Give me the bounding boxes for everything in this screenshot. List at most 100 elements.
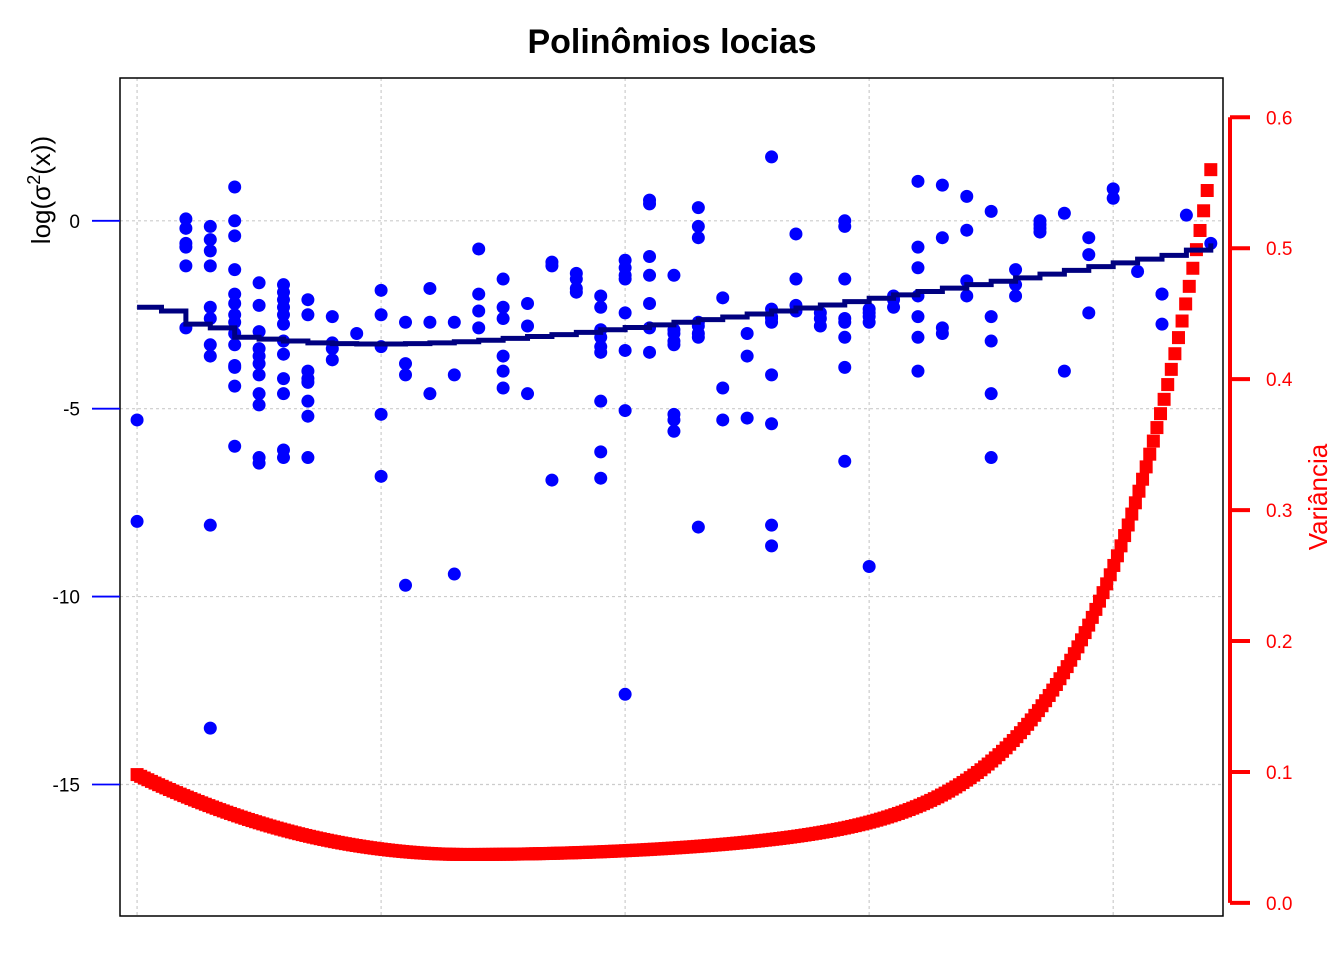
data-point (496, 349, 510, 363)
data-point (838, 315, 852, 329)
data-point (252, 276, 266, 290)
data-point (594, 445, 608, 459)
data-point (521, 296, 535, 310)
data-point (423, 281, 437, 295)
variance-marker (1121, 518, 1135, 532)
data-point (399, 357, 413, 371)
data-point (1009, 289, 1023, 303)
data-point (838, 360, 852, 374)
data-point (203, 518, 217, 532)
data-point (618, 272, 632, 286)
data-point (179, 240, 193, 254)
variance-marker (1125, 507, 1139, 521)
data-point (423, 315, 437, 329)
data-point (472, 242, 486, 256)
variance-marker (1182, 279, 1196, 293)
left-axis-label-sup: 2 (24, 175, 44, 185)
variance-marker (1157, 392, 1171, 406)
chart-title: Polinômios locias (527, 23, 816, 61)
data-point (716, 291, 730, 305)
data-point (740, 411, 754, 425)
variance-marker (1161, 378, 1175, 392)
data-point (984, 334, 998, 348)
variance-marker (1154, 407, 1168, 421)
right-tick-label: 0.0 (1266, 894, 1292, 915)
variance-marker (1204, 163, 1218, 177)
data-point (252, 298, 266, 312)
data-point (1082, 231, 1096, 245)
data-point (228, 263, 242, 277)
right-tick-label: 0.1 (1266, 763, 1292, 784)
data-point (374, 407, 388, 421)
data-point (765, 518, 779, 532)
data-point (472, 287, 486, 301)
data-point (203, 300, 217, 314)
data-point (399, 578, 413, 592)
left-axis: 0 -5 -10 -15 (53, 212, 120, 796)
data-point (643, 249, 657, 263)
data-point (301, 293, 315, 307)
data-point (765, 150, 779, 164)
data-point (496, 381, 510, 395)
data-point (911, 364, 925, 378)
variance-marker (1128, 496, 1142, 510)
data-point (545, 473, 559, 487)
data-point (1155, 317, 1169, 331)
data-point (984, 204, 998, 218)
data-point (374, 308, 388, 322)
left-axis-label-prefix: log(σ (26, 185, 56, 244)
data-point (618, 404, 632, 418)
data-point (179, 221, 193, 235)
data-point (276, 387, 290, 401)
data-point (203, 244, 217, 258)
data-point (862, 315, 876, 329)
data-point (862, 560, 876, 574)
data-point (716, 413, 730, 427)
data-point (545, 259, 559, 273)
data-point (276, 347, 290, 361)
data-point (179, 259, 193, 273)
data-point (496, 364, 510, 378)
data-point (789, 227, 803, 241)
data-point (521, 319, 535, 333)
variance-marker (1179, 297, 1193, 311)
right-tick-label: 0.5 (1266, 239, 1292, 260)
data-point (252, 456, 266, 470)
data-point (228, 358, 242, 372)
data-point (301, 451, 315, 465)
data-point (252, 398, 266, 412)
data-point (765, 539, 779, 553)
data-point (399, 315, 413, 329)
variance-marker (1168, 347, 1182, 361)
variance-marker (1186, 261, 1200, 275)
data-point (984, 310, 998, 324)
data-point (740, 349, 754, 363)
data-point (667, 338, 681, 352)
variance-marker (1143, 447, 1157, 461)
data-point (935, 231, 949, 245)
data-point (911, 330, 925, 344)
variance-marker (1114, 539, 1128, 553)
data-point (276, 443, 290, 457)
right-tick-label: 0.6 (1266, 108, 1292, 129)
data-point (399, 368, 413, 382)
data-point (228, 379, 242, 393)
data-point (838, 454, 852, 468)
right-axis: 0.0 0.1 0.2 0.3 0.4 0.5 0.6 (1228, 108, 1293, 915)
data-point (496, 312, 510, 326)
data-point (594, 340, 608, 354)
data-point (130, 413, 144, 427)
data-point (228, 296, 242, 310)
data-point (447, 567, 461, 581)
data-point (789, 272, 803, 286)
data-point (935, 178, 949, 192)
data-point (301, 409, 315, 423)
variance-marker (1171, 331, 1185, 345)
data-point (301, 375, 315, 389)
variance-marker (1197, 204, 1211, 218)
data-point (838, 330, 852, 344)
data-point (203, 349, 217, 363)
data-point (252, 368, 266, 382)
data-point (765, 417, 779, 431)
data-point (667, 268, 681, 282)
